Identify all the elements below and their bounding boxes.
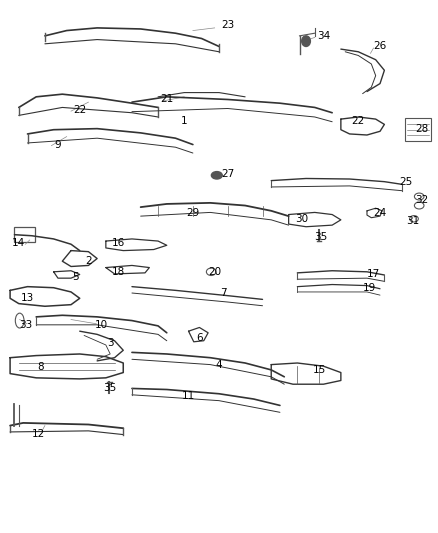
- Text: 32: 32: [415, 195, 428, 205]
- Text: 26: 26: [374, 42, 387, 52]
- Text: 6: 6: [196, 333, 203, 343]
- Text: 9: 9: [55, 140, 61, 150]
- Text: 4: 4: [215, 360, 223, 369]
- Ellipse shape: [212, 172, 222, 179]
- Text: 35: 35: [103, 383, 117, 393]
- Text: 3: 3: [107, 338, 113, 349]
- Text: 17: 17: [367, 270, 380, 279]
- Text: 11: 11: [182, 391, 195, 401]
- Text: 34: 34: [317, 31, 330, 41]
- Text: 24: 24: [374, 208, 387, 219]
- Text: 13: 13: [21, 293, 34, 303]
- Text: 21: 21: [160, 94, 173, 104]
- Text: 35: 35: [314, 232, 328, 243]
- Circle shape: [302, 36, 311, 46]
- Text: 20: 20: [208, 267, 221, 277]
- Text: 25: 25: [399, 176, 413, 187]
- Text: 15: 15: [312, 365, 326, 375]
- Text: 27: 27: [221, 169, 234, 179]
- Text: 22: 22: [352, 116, 365, 126]
- Text: 10: 10: [95, 320, 108, 330]
- Text: 33: 33: [19, 320, 32, 330]
- Text: 30: 30: [295, 214, 308, 224]
- Text: 1: 1: [181, 116, 187, 126]
- Text: 19: 19: [363, 282, 376, 293]
- Text: 18: 18: [112, 267, 126, 277]
- Text: 31: 31: [406, 216, 419, 227]
- Text: 14: 14: [12, 238, 25, 248]
- Text: 28: 28: [415, 124, 428, 134]
- Text: 2: 2: [85, 256, 92, 266]
- Text: 23: 23: [221, 20, 234, 30]
- Text: 5: 5: [72, 272, 79, 282]
- Text: 16: 16: [112, 238, 126, 248]
- Text: 29: 29: [186, 208, 200, 219]
- Text: 8: 8: [37, 362, 44, 372]
- Text: 7: 7: [220, 288, 226, 298]
- Text: 12: 12: [32, 429, 45, 439]
- Text: 22: 22: [73, 105, 86, 115]
